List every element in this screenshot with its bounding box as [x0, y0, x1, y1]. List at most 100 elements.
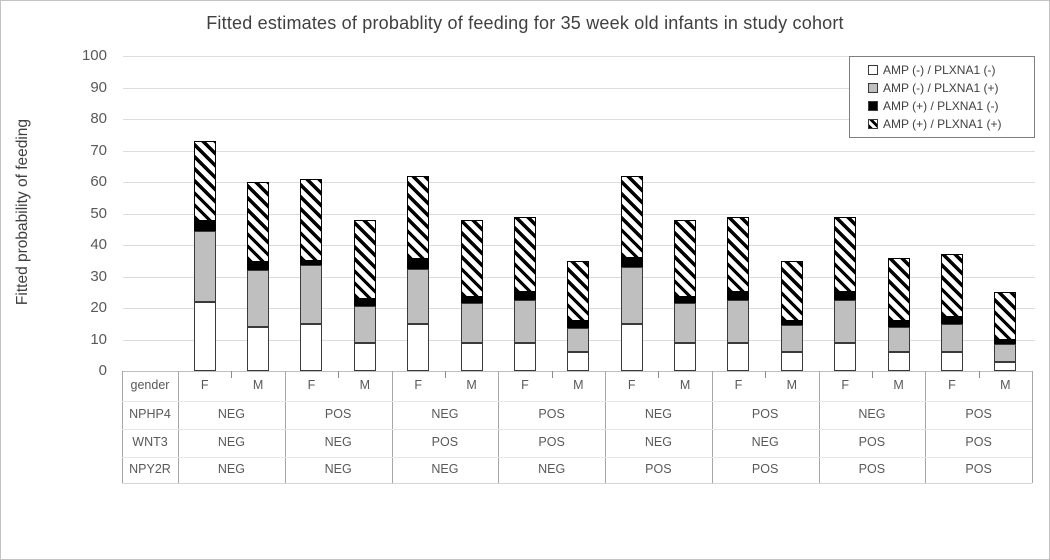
table-cell-gender: M [786, 378, 798, 392]
table-group-divider [498, 371, 499, 483]
bar-segment-amp-neg-plxna1-neg [354, 343, 376, 371]
bar-segment-amp-pos-plxna1-neg [727, 292, 749, 300]
bar-segment-amp-neg-plxna1-neg [834, 343, 856, 371]
y-axis-tick-label: 10 [90, 331, 107, 348]
bar-segment-amp-pos-plxna1-neg [567, 321, 589, 328]
table-cell-nphp4: POS [324, 407, 352, 421]
table-cell-npy2r: NEG [217, 462, 245, 476]
bar-segment-amp-neg-plxna1-neg [674, 343, 696, 371]
table-group-divider [285, 371, 286, 483]
bar-segment-amp-neg-plxna1-pos [567, 328, 589, 352]
table-cell-nphp4: POS [751, 407, 779, 421]
bar-segment-amp-pos-plxna1-pos [567, 261, 589, 321]
table-row-label: WNT3 [132, 435, 168, 449]
table-border-left [122, 371, 123, 483]
table-cell-npy2r: NEG [324, 462, 352, 476]
bar-segment-amp-neg-plxna1-neg [994, 362, 1016, 371]
bar-segment-amp-pos-plxna1-pos [407, 176, 429, 259]
table-cell-npy2r: POS [645, 462, 672, 476]
bar-segment-amp-pos-plxna1-neg [514, 292, 536, 300]
bar-segment-amp-pos-plxna1-pos [194, 141, 216, 221]
table-cell-gender: M [893, 378, 904, 392]
table-cell-nphp4: NEG [217, 407, 245, 421]
gridline [123, 88, 1035, 89]
bar-segment-amp-pos-plxna1-neg [300, 261, 322, 265]
table-group-divider [392, 371, 393, 483]
bar-segment-amp-neg-plxna1-pos [781, 325, 803, 352]
bar-segment-amp-neg-plxna1-pos [514, 300, 536, 343]
table-cell-gender: M [359, 378, 371, 392]
table-cell-gender: F [521, 378, 529, 392]
table-cell-npy2r: NEG [538, 462, 566, 476]
bar-segment-amp-pos-plxna1-neg [674, 297, 696, 303]
bar-segment-amp-pos-plxna1-pos [994, 292, 1016, 340]
bar-segment-amp-pos-plxna1-pos [727, 217, 749, 292]
gridline [123, 182, 1035, 183]
bar-segment-amp-pos-plxna1-pos [354, 220, 376, 299]
bar-segment-amp-neg-plxna1-pos [888, 327, 910, 352]
bar-segment-amp-neg-plxna1-neg [300, 324, 322, 371]
legend-label: AMP (-) / PLXNA1 (-) [883, 63, 996, 77]
table-row-divider [122, 401, 1032, 402]
bar-segment-amp-pos-plxna1-neg [247, 262, 269, 270]
table-cell-nphp4: NEG [431, 407, 459, 421]
legend-label: AMP (+) / PLXNA1 (+) [883, 117, 1002, 131]
legend: AMP (-) / PLXNA1 (-) AMP (-) / PLXNA1 (+)… [849, 56, 1035, 138]
category-tick [445, 371, 446, 378]
table-cell-gender: F [200, 378, 209, 392]
legend-marker-black [868, 101, 878, 111]
bar-segment-amp-neg-plxna1-neg [621, 324, 643, 371]
table-cell-wnt3: POS [431, 435, 459, 449]
bar-segment-amp-neg-plxna1-pos [994, 344, 1016, 362]
bar-segment-amp-neg-plxna1-neg [567, 352, 589, 371]
bar-segment-amp-neg-plxna1-pos [461, 303, 483, 343]
category-tick [658, 371, 659, 378]
table-cell-gender: F [948, 378, 956, 392]
gridline [123, 56, 1035, 57]
gridline [123, 119, 1035, 120]
bar-segment-amp-neg-plxna1-pos [674, 303, 696, 343]
table-row-label: NPY2R [129, 462, 171, 476]
gridline [123, 245, 1035, 246]
bar-segment-amp-neg-plxna1-pos [621, 267, 643, 324]
legend-marker-hatch [868, 119, 878, 129]
bar-segment-amp-pos-plxna1-pos [674, 220, 696, 297]
bar-segment-amp-pos-plxna1-neg [621, 258, 643, 267]
legend-label: AMP (-) / PLXNA1 (+) [883, 81, 999, 95]
table-row-divider [122, 429, 1032, 430]
table-cell-gender: M [573, 378, 584, 392]
bar-segment-amp-pos-plxna1-neg [354, 299, 376, 306]
bar-segment-amp-neg-plxna1-pos [194, 231, 216, 302]
y-axis-tick-label: 30 [90, 268, 107, 285]
legend-item: AMP (+) / PLXNA1 (-) [868, 98, 1028, 114]
bar-segment-amp-neg-plxna1-pos [354, 306, 376, 343]
category-tick [765, 371, 766, 378]
table-group-divider [605, 371, 606, 483]
legend-item: AMP (-) / PLXNA1 (+) [868, 80, 1028, 96]
bar-segment-amp-neg-plxna1-neg [461, 343, 483, 371]
table-cell-gender: F [734, 378, 743, 392]
legend-item: AMP (-) / PLXNA1 (-) [868, 62, 1028, 78]
table-cell-nphp4: NEG [644, 407, 672, 421]
bar-segment-amp-pos-plxna1-pos [941, 254, 963, 317]
y-axis-tick-label: 90 [90, 79, 107, 96]
table-cell-npy2r: POS [858, 462, 886, 476]
bar-segment-amp-neg-plxna1-neg [781, 352, 803, 371]
y-axis-tick-label: 70 [90, 142, 107, 159]
bar-segment-amp-pos-plxna1-neg [834, 292, 856, 300]
x-axis-line [122, 371, 1032, 372]
y-axis-tick-label: 0 [98, 362, 107, 379]
bar-segment-amp-pos-plxna1-neg [461, 297, 483, 303]
table-cell-gender: F [307, 378, 316, 392]
table-cell-npy2r: POS [965, 462, 992, 476]
bar-segment-amp-neg-plxna1-neg [194, 302, 216, 371]
table-row-divider [122, 457, 1032, 458]
table-cell-wnt3: POS [858, 435, 886, 449]
y-axis-tick-label: 20 [90, 299, 107, 316]
table-cell-wnt3: NEG [324, 435, 352, 449]
y-axis-tick-label: 100 [81, 47, 107, 64]
table-cell-gender: F [841, 378, 850, 392]
table-cell-nphp4: NEG [858, 407, 886, 421]
bar-segment-amp-pos-plxna1-pos [621, 176, 643, 258]
table-cell-wnt3: NEG [217, 435, 245, 449]
